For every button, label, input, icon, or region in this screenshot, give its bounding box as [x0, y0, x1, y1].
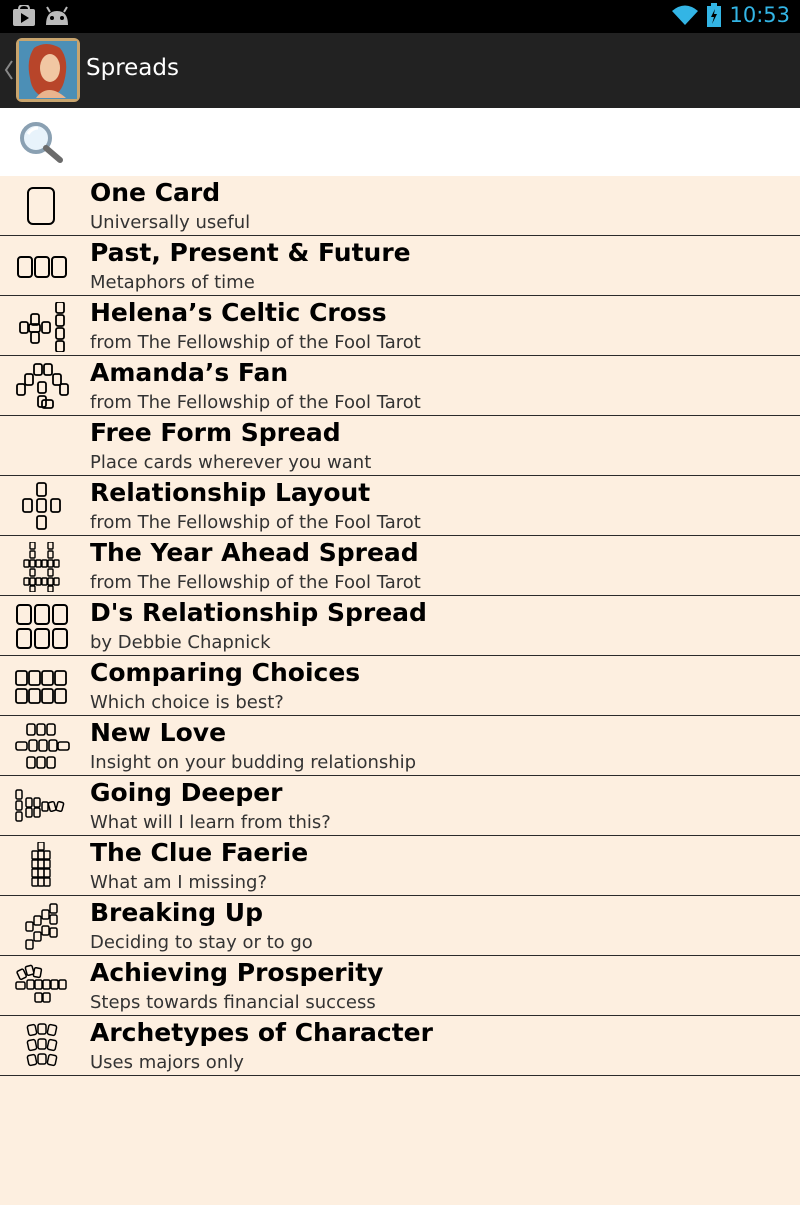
list-item[interactable]: The Clue Faerie What am I missing?	[0, 836, 800, 896]
app-icon[interactable]	[16, 38, 80, 102]
spread-subtitle: Steps towards financial success	[90, 992, 376, 1013]
fan-spread-icon	[16, 363, 69, 409]
action-bar: Spreads	[0, 33, 800, 108]
status-bar: 10:53	[0, 0, 800, 33]
spread-title: Archetypes of Character	[90, 1018, 433, 1047]
going-deeper-spread-icon	[15, 789, 65, 822]
spread-subtitle: What am I missing?	[90, 872, 268, 893]
year-ahead-spread-icon	[23, 542, 60, 592]
spread-title: D's Relationship Spread	[90, 598, 427, 627]
spreads-list: One Card Universally useful Past, Presen…	[0, 176, 800, 1076]
spread-title: The Year Ahead Spread	[90, 538, 419, 567]
list-item[interactable]: D's Relationship Spread by Debbie Chapni…	[0, 596, 800, 656]
spread-title: Amanda’s Fan	[90, 358, 289, 387]
clue-faerie-spread-icon	[31, 842, 51, 887]
list-item[interactable]: Archetypes of Character Uses majors only	[0, 1016, 800, 1076]
list-item[interactable]: Helena’s Celtic Cross from The Fellowshi…	[0, 296, 800, 356]
spread-subtitle: What will I learn from this?	[90, 812, 331, 833]
spread-title: Breaking Up	[90, 898, 263, 927]
spread-title: Relationship Layout	[90, 478, 371, 507]
spread-subtitle: from The Fellowship of the Fool Tarot	[90, 332, 421, 353]
battery-charging-icon	[707, 3, 722, 27]
spread-subtitle: from The Fellowship of the Fool Tarot	[90, 572, 421, 593]
celtic-cross-spread-icon	[19, 302, 65, 352]
list-item[interactable]: Going Deeper What will I learn from this…	[0, 776, 800, 836]
wifi-icon	[672, 5, 699, 25]
spread-title: One Card	[90, 178, 221, 207]
spread-subtitle: Uses majors only	[90, 1052, 244, 1073]
two-rows-four-spread-icon	[15, 670, 67, 704]
spread-title: The Clue Faerie	[90, 838, 309, 867]
spread-subtitle: Metaphors of time	[90, 272, 255, 293]
list-item[interactable]: Relationship Layout from The Fellowship …	[0, 476, 800, 536]
spread-subtitle: from The Fellowship of the Fool Tarot	[90, 392, 421, 413]
list-item[interactable]: New Love Insight on your budding relatio…	[0, 716, 800, 776]
spread-title: Achieving Prosperity	[90, 958, 384, 987]
up-caret-icon[interactable]	[4, 59, 14, 81]
spread-title: Comparing Choices	[90, 658, 361, 687]
search-icon[interactable]	[18, 120, 64, 166]
spread-subtitle: from The Fellowship of the Fool Tarot	[90, 512, 421, 533]
tarot-app-logo-icon	[16, 38, 80, 102]
spread-title: Helena’s Celtic Cross	[90, 298, 387, 327]
spread-title: Past, Present & Future	[90, 238, 411, 267]
spread-title: New Love	[90, 718, 227, 747]
list-item[interactable]: Achieving Prosperity Steps towards finan…	[0, 956, 800, 1016]
spread-subtitle: Deciding to stay or to go	[90, 932, 313, 953]
list-item[interactable]: Past, Present & Future Metaphors of time	[0, 236, 800, 296]
spread-subtitle: by Debbie Chapnick	[90, 632, 271, 653]
list-item[interactable]: Comparing Choices Which choice is best?	[0, 656, 800, 716]
spread-title: Free Form Spread	[90, 418, 341, 447]
list-item[interactable]: Free Form Spread Place cards wherever yo…	[0, 416, 800, 476]
archetypes-spread-icon	[26, 1023, 58, 1067]
list-item[interactable]: Breaking Up Deciding to stay or to go	[0, 896, 800, 956]
search-input[interactable]	[80, 120, 780, 166]
list-item[interactable]: Amanda’s Fan from The Fellowship of the …	[0, 356, 800, 416]
new-love-spread-icon	[15, 723, 70, 769]
list-item[interactable]: One Card Universally useful	[0, 176, 800, 236]
play-store-icon	[13, 5, 35, 26]
two-rows-three-spread-icon	[16, 604, 68, 649]
android-icon	[46, 6, 68, 25]
clock: 10:53	[729, 3, 790, 27]
three-card-spread-icon	[17, 256, 67, 278]
spread-subtitle: Universally useful	[90, 212, 251, 233]
spread-subtitle: Place cards wherever you want	[90, 452, 372, 473]
relationship-layout-spread-icon	[22, 482, 61, 530]
spread-title: Going Deeper	[90, 778, 283, 807]
breaking-up-spread-icon	[25, 903, 58, 950]
page-title: Spreads	[86, 55, 179, 81]
spread-subtitle: Which choice is best?	[90, 692, 284, 713]
one-card-spread-icon	[27, 187, 55, 225]
prosperity-spread-icon	[15, 964, 67, 1003]
spread-subtitle: Insight on your budding relationship	[90, 752, 417, 773]
list-item[interactable]: The Year Ahead Spread from The Fellowshi…	[0, 536, 800, 596]
search-bar	[0, 108, 800, 176]
